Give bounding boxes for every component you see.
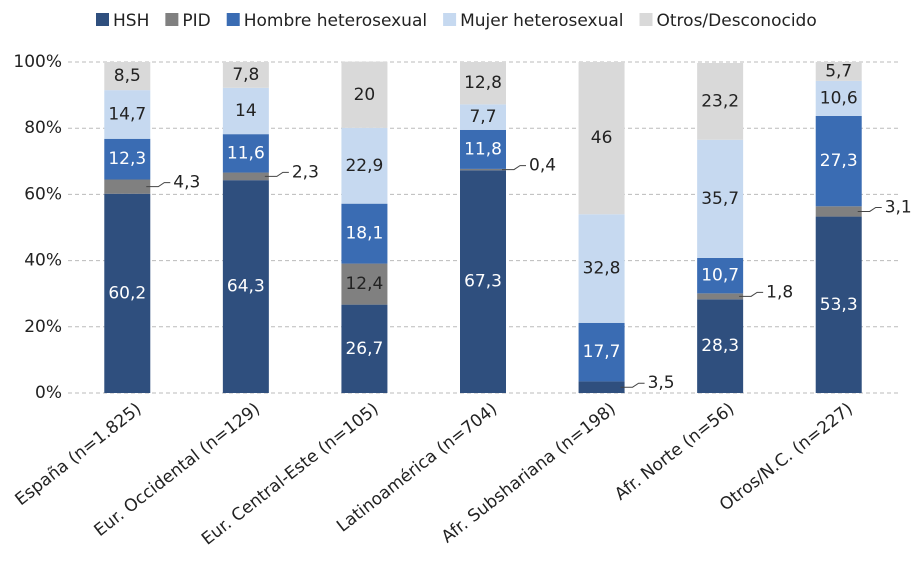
- data-label: 7,8: [232, 65, 259, 85]
- leader-line: [620, 382, 645, 388]
- bar-segment: [222, 172, 269, 181]
- legend-swatch: [639, 13, 653, 26]
- data-label: 46: [591, 128, 613, 148]
- x-tick-label: Afr. Norte (n=56): [611, 399, 738, 505]
- bar-segment: [341, 203, 388, 264]
- data-label: 2,3: [292, 162, 319, 182]
- bar-segment: [697, 293, 744, 300]
- legend-swatch: [165, 13, 179, 26]
- data-label: 12,4: [345, 274, 383, 294]
- x-tick-label: España (n=1.825): [11, 399, 145, 510]
- legend-swatch: [96, 13, 109, 26]
- leader-line: [739, 291, 764, 297]
- data-label: 10,7: [701, 266, 739, 286]
- y-tick-label: 40%: [24, 251, 62, 271]
- y-tick-label: 20%: [24, 317, 62, 337]
- bar-segment: [104, 179, 151, 194]
- legend-swatch: [226, 13, 240, 26]
- data-label: 23,2: [701, 91, 739, 111]
- leader-line: [146, 182, 171, 188]
- data-label: 3,5: [648, 373, 675, 393]
- y-tick-label: 80%: [24, 118, 62, 138]
- data-label: 5,7: [825, 61, 852, 81]
- data-label: 8,5: [114, 66, 141, 86]
- bar-segment: [815, 115, 862, 207]
- data-label: 12,8: [464, 73, 502, 93]
- y-tick-label: 60%: [24, 184, 62, 204]
- bar-segment: [341, 61, 388, 128]
- bar-segment: [222, 134, 269, 173]
- bar-segment: [460, 168, 506, 171]
- bar-segment: [697, 257, 744, 294]
- bar-segment: [341, 263, 388, 305]
- data-label: 4,3: [173, 173, 200, 193]
- y-tick-label: 0%: [35, 383, 62, 403]
- legend-swatch: [443, 13, 457, 26]
- bar-segment: [104, 193, 151, 393]
- legend-label: Otros/Desconocido: [657, 11, 817, 31]
- data-label: 0,4: [529, 156, 556, 176]
- data-label: 35,7: [701, 189, 739, 209]
- bar-segment: [815, 62, 862, 81]
- data-label: 18,1: [345, 224, 383, 244]
- x-tick-label: Otros/N.C. (n=227): [716, 399, 857, 515]
- data-label: 11,6: [227, 143, 265, 163]
- bar-segment: [460, 104, 506, 130]
- data-label: 12,3: [108, 149, 146, 169]
- bar-segment: [578, 322, 625, 382]
- legend-label: Mujer heterosexual: [460, 11, 623, 31]
- bar-segment: [222, 180, 269, 393]
- leader-line: [502, 165, 526, 171]
- data-label: 14: [235, 101, 257, 121]
- legend-label: PID: [182, 11, 210, 31]
- data-label: 17,7: [583, 342, 621, 362]
- bar-segment: [578, 62, 625, 215]
- bar-segment: [697, 139, 744, 258]
- bar-segment: [104, 90, 151, 139]
- data-label: 10,6: [820, 88, 858, 108]
- bar-segment: [222, 87, 269, 135]
- data-label: 14,7: [108, 104, 146, 124]
- bar-segment: [104, 138, 151, 180]
- bar-segment: [222, 62, 269, 88]
- data-label: 64,3: [227, 277, 265, 297]
- data-label: 27,3: [820, 151, 858, 171]
- data-label: 26,7: [345, 339, 383, 359]
- bar-segment: [460, 62, 506, 105]
- bar-segment: [341, 127, 388, 204]
- data-label: 20: [354, 85, 376, 105]
- data-label: 3,1: [885, 197, 912, 217]
- data-label: 67,3: [464, 272, 502, 292]
- leader-line: [857, 206, 882, 212]
- data-label: 60,2: [108, 283, 146, 303]
- bar-segment: [460, 129, 506, 169]
- data-label: 32,8: [583, 259, 621, 279]
- data-label: 1,8: [766, 282, 793, 302]
- bar-segment: [104, 62, 151, 91]
- data-label: 7,7: [469, 107, 496, 127]
- bar-segment: [815, 206, 862, 217]
- bar-segment: [815, 80, 862, 116]
- bar-segment: [341, 304, 388, 393]
- y-tick-label: 100%: [13, 52, 62, 72]
- bar-segment: [697, 62, 744, 140]
- data-label: 11,8: [464, 139, 502, 159]
- data-label: 28,3: [701, 336, 739, 356]
- bar-segment: [460, 170, 506, 393]
- data-label: 22,9: [345, 156, 383, 176]
- legend-label: Hombre heterosexual: [244, 11, 427, 31]
- data-label: 53,3: [820, 295, 858, 315]
- bar-segment: [815, 216, 862, 393]
- leader-line: [264, 171, 289, 177]
- bar-segment: [697, 299, 744, 393]
- bar-segment: [578, 381, 625, 393]
- bar-segment: [578, 214, 625, 323]
- legend-label: HSH: [113, 11, 149, 31]
